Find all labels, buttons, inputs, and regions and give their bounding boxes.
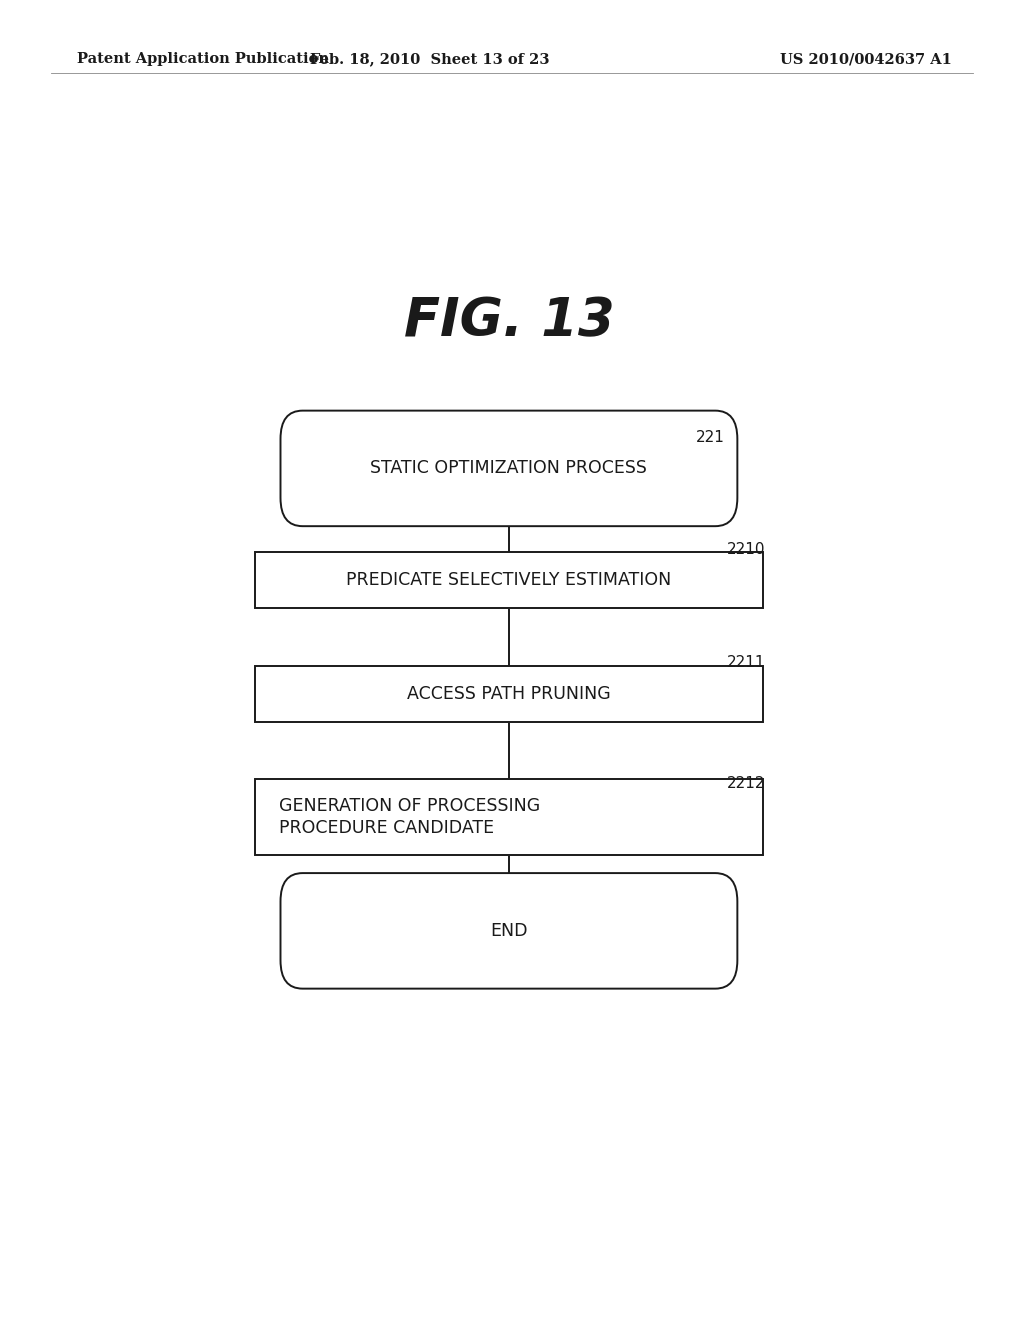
Bar <box>255 779 763 855</box>
FancyBboxPatch shape <box>281 411 737 527</box>
Text: 2211: 2211 <box>727 655 766 669</box>
FancyBboxPatch shape <box>281 873 737 989</box>
Text: GENERATION OF PROCESSING
PROCEDURE CANDIDATE: GENERATION OF PROCESSING PROCEDURE CANDI… <box>279 797 540 837</box>
Text: 2210: 2210 <box>727 541 766 557</box>
Text: Feb. 18, 2010  Sheet 13 of 23: Feb. 18, 2010 Sheet 13 of 23 <box>310 53 550 66</box>
Text: Patent Application Publication: Patent Application Publication <box>77 53 329 66</box>
Text: STATIC OPTIMIZATION PROCESS: STATIC OPTIMIZATION PROCESS <box>371 459 647 478</box>
Bar <box>255 552 763 609</box>
Text: PREDICATE SELECTIVELY ESTIMATION: PREDICATE SELECTIVELY ESTIMATION <box>346 572 672 589</box>
Bar <box>255 667 763 722</box>
Text: 221: 221 <box>695 430 724 445</box>
Text: 2212: 2212 <box>727 776 766 791</box>
Text: US 2010/0042637 A1: US 2010/0042637 A1 <box>780 53 952 66</box>
Text: FIG. 13: FIG. 13 <box>403 296 614 347</box>
Text: ACCESS PATH PRUNING: ACCESS PATH PRUNING <box>408 685 610 704</box>
Text: END: END <box>490 921 527 940</box>
